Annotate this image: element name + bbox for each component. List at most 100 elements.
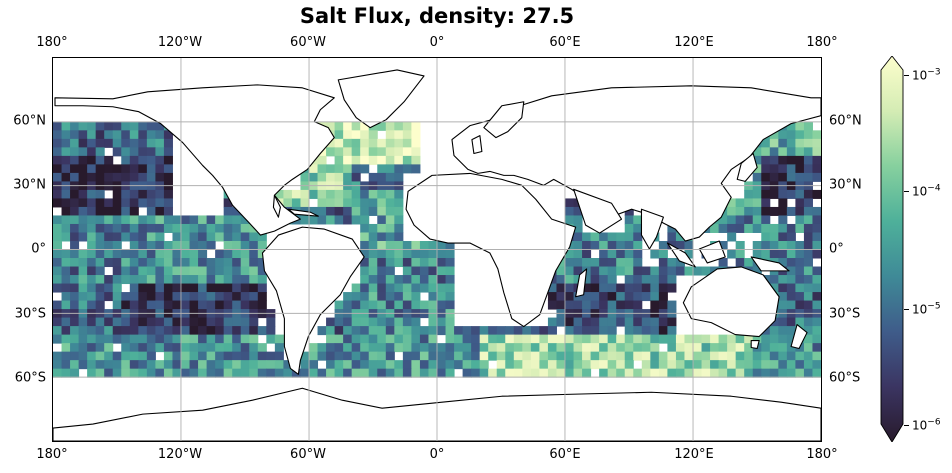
flux-cell: [428, 351, 438, 361]
flux-cell: [564, 360, 575, 370]
flux-cell: [419, 360, 429, 370]
flux-cell: [343, 189, 353, 199]
flux-cell: [360, 138, 370, 148]
tasmania: [750, 339, 760, 350]
flux-cell: [582, 283, 592, 293]
flux-cell: [812, 189, 821, 199]
flux-cell: [326, 351, 336, 361]
flux-cell: [599, 343, 609, 353]
flux-cell: [317, 351, 327, 361]
flux-cell: [163, 206, 173, 216]
flux-cell: [641, 317, 651, 327]
flux-cell: [641, 343, 651, 353]
flux-cell: [812, 138, 821, 148]
flux-cell: [61, 249, 71, 259]
flux-cell: [752, 172, 762, 182]
flux-cell: [155, 249, 165, 259]
flux-cell: [53, 283, 63, 293]
flux-cell: [61, 360, 71, 370]
flux-cell: [778, 130, 788, 140]
flux-cell: [334, 317, 344, 327]
flux-cell: [172, 266, 182, 276]
flux-cell: [104, 326, 114, 336]
flux-cell: [172, 317, 182, 327]
flux-cell: [223, 360, 233, 370]
flux-cell: [812, 164, 821, 174]
flux-cell: [752, 368, 762, 378]
flux-cell: [667, 266, 677, 276]
colorbar: [880, 56, 904, 442]
flux-cell: [163, 275, 173, 285]
flux-cell: [240, 258, 250, 268]
flux-cell: [505, 368, 515, 378]
flux-cell: [180, 351, 191, 361]
flux-cell: [78, 147, 88, 157]
flux-cell: [121, 258, 131, 268]
flux-cell: [95, 351, 105, 361]
flux-cell: [343, 215, 353, 225]
flux-cell: [104, 317, 114, 327]
flux-cell: [616, 351, 626, 361]
flux-cell: [266, 326, 276, 336]
flux-cell: [522, 334, 532, 344]
flux-cell: [240, 275, 250, 285]
flux-cell: [215, 275, 225, 285]
flux-cell: [803, 121, 813, 131]
flux-cell: [189, 266, 199, 276]
flux-cell: [87, 232, 97, 242]
flux-cell: [599, 368, 609, 378]
flux-cell: [112, 121, 122, 131]
flux-cell: [53, 138, 63, 148]
flux-cell: [385, 249, 395, 259]
flux-cell: [104, 258, 114, 268]
flux-cell: [78, 326, 88, 336]
flux-cell: [189, 343, 199, 353]
flux-cell: [138, 240, 148, 250]
flux-cell: [368, 223, 378, 233]
flux-cell: [616, 240, 626, 250]
flux-cell: [573, 258, 583, 268]
flux-cell: [812, 360, 821, 370]
flux-cell: [172, 334, 182, 344]
flux-cell: [155, 300, 165, 310]
flux-cell: [769, 223, 779, 233]
flux-cell: [95, 300, 105, 310]
flux-cell: [761, 249, 771, 259]
flux-cell: [78, 223, 88, 233]
flux-cell: [155, 155, 165, 165]
flux-cell: [155, 223, 165, 233]
flux-cell: [121, 121, 131, 131]
flux-cell: [274, 334, 284, 344]
flux-cell: [582, 300, 592, 310]
flux-cell: [240, 223, 250, 233]
flux-cell: [334, 164, 344, 174]
flux-cell: [155, 275, 165, 285]
flux-cell: [778, 206, 788, 216]
flux-cell: [146, 164, 156, 174]
flux-cell: [180, 249, 191, 259]
flux-cell: [641, 360, 651, 370]
flux-cell: [138, 292, 148, 302]
flux-cell: [590, 292, 600, 302]
flux-cell: [667, 275, 677, 285]
flux-cell: [87, 317, 97, 327]
flux-cell: [658, 283, 668, 293]
flux-cell: [582, 275, 592, 285]
flux-cell: [564, 334, 575, 344]
flux-cell: [624, 266, 634, 276]
flux-cell: [445, 343, 455, 353]
flux-cell: [155, 240, 165, 250]
flux-cell: [411, 343, 421, 353]
flux-cell: [326, 189, 336, 199]
flux-cell: [735, 334, 745, 344]
flux-cell: [240, 300, 250, 310]
flux-cell: [87, 206, 97, 216]
flux-cell: [360, 326, 370, 336]
flux-cell: [513, 343, 523, 353]
flux-cell: [624, 343, 634, 353]
flux-cell: [198, 266, 208, 276]
flux-cell: [633, 326, 643, 336]
flux-cell: [786, 164, 796, 174]
flux-cell: [138, 155, 148, 165]
flux-cell: [70, 283, 80, 293]
